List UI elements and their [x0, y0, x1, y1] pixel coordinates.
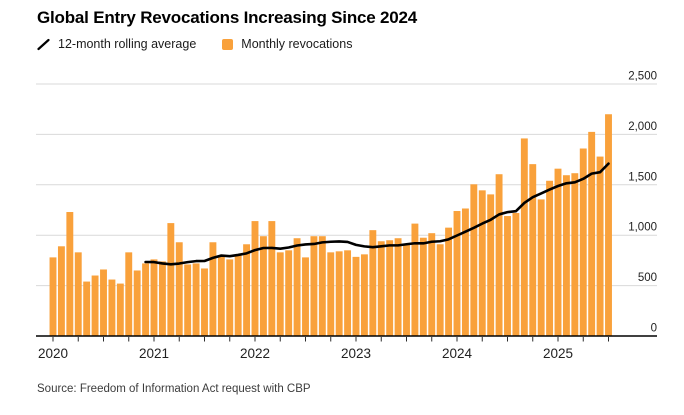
bar — [571, 173, 579, 336]
bar — [251, 221, 259, 336]
bar — [453, 211, 461, 336]
bar — [209, 242, 217, 336]
bar — [74, 252, 82, 336]
bar — [360, 254, 368, 336]
bar — [285, 250, 293, 336]
x-year-label: 2023 — [341, 346, 371, 361]
bar — [302, 257, 309, 336]
bar — [377, 241, 385, 336]
legend-item-monthly: Monthly revocations — [222, 37, 352, 51]
bar — [487, 194, 495, 336]
x-year-label: 2025 — [543, 346, 573, 361]
bar — [150, 259, 158, 336]
bar — [428, 233, 436, 336]
bar — [605, 114, 612, 337]
bar — [125, 252, 133, 336]
bar — [504, 216, 511, 336]
x-year-label: 2022 — [240, 346, 270, 361]
y-tick-label: 500 — [638, 272, 657, 284]
bar — [66, 212, 74, 336]
bar — [83, 281, 91, 336]
y-tick-label: 1,000 — [628, 222, 657, 234]
bar — [419, 237, 427, 336]
legend: 12-month rolling average Monthly revocat… — [37, 37, 352, 51]
bar — [234, 255, 242, 336]
bar — [108, 279, 116, 336]
bar — [470, 184, 478, 336]
bar — [100, 269, 107, 336]
bar — [344, 250, 352, 336]
bar — [167, 223, 175, 336]
rolling-average-line — [144, 162, 610, 266]
monthly-revocations-bars — [49, 114, 612, 337]
bar — [352, 256, 360, 336]
bar — [91, 275, 99, 336]
bar — [596, 156, 604, 336]
x-year-label: 2020 — [38, 346, 68, 361]
bar — [554, 168, 562, 336]
legend-label-rolling-average: 12-month rolling average — [58, 37, 197, 51]
bar — [546, 180, 554, 336]
chart-title: Global Entry Revocations Increasing Sinc… — [37, 8, 418, 27]
bar — [588, 131, 596, 336]
bar — [529, 164, 537, 336]
bar — [394, 238, 402, 336]
bar — [445, 227, 453, 336]
bar — [327, 252, 335, 336]
bar — [268, 221, 276, 336]
legend-item-rolling-average: 12-month rolling average — [37, 37, 196, 51]
x-year-label: 2024 — [442, 346, 473, 361]
x-axis-labels: 2020 2021 2022 2023 2024 2025 — [38, 346, 573, 361]
bar — [537, 199, 545, 336]
bar — [142, 263, 150, 336]
bar — [49, 257, 57, 336]
line-icon — [37, 38, 50, 50]
bar — [243, 244, 251, 336]
bar — [512, 213, 520, 336]
bar — [403, 244, 410, 336]
bar — [461, 208, 469, 336]
bar — [436, 244, 444, 336]
y-tick-label: 2,500 — [628, 71, 657, 83]
bar — [226, 259, 234, 336]
bar — [201, 268, 208, 336]
bar — [57, 246, 65, 336]
bar — [175, 242, 183, 336]
y-tick-label: 2,000 — [628, 121, 657, 133]
bar — [259, 236, 267, 336]
source-note: Source: Freedom of Information Act reque… — [37, 383, 311, 395]
bar — [116, 283, 124, 336]
bar — [318, 236, 326, 336]
bar — [192, 263, 200, 336]
bar — [184, 264, 192, 336]
bar — [495, 174, 503, 336]
bar — [310, 236, 318, 336]
y-axis-labels: 0 500 1,000 1,500 2,000 2,500 — [628, 71, 657, 335]
bar — [369, 230, 377, 336]
bar — [478, 190, 486, 336]
bar — [158, 261, 166, 336]
x-axis-ticks — [52, 337, 609, 342]
bar — [386, 240, 394, 336]
bar — [520, 138, 528, 336]
bar — [293, 238, 301, 336]
y-tick-label: 0 — [651, 323, 657, 335]
y-tick-label: 1,500 — [628, 171, 657, 183]
square-icon — [222, 38, 234, 50]
bar — [562, 175, 570, 336]
bar — [579, 148, 587, 336]
x-year-label: 2021 — [139, 346, 169, 361]
bar — [276, 252, 284, 336]
bar — [217, 256, 225, 336]
bar — [133, 270, 141, 336]
bar — [411, 223, 419, 336]
legend-label-monthly: Monthly revocations — [241, 37, 353, 51]
bar — [335, 251, 343, 336]
